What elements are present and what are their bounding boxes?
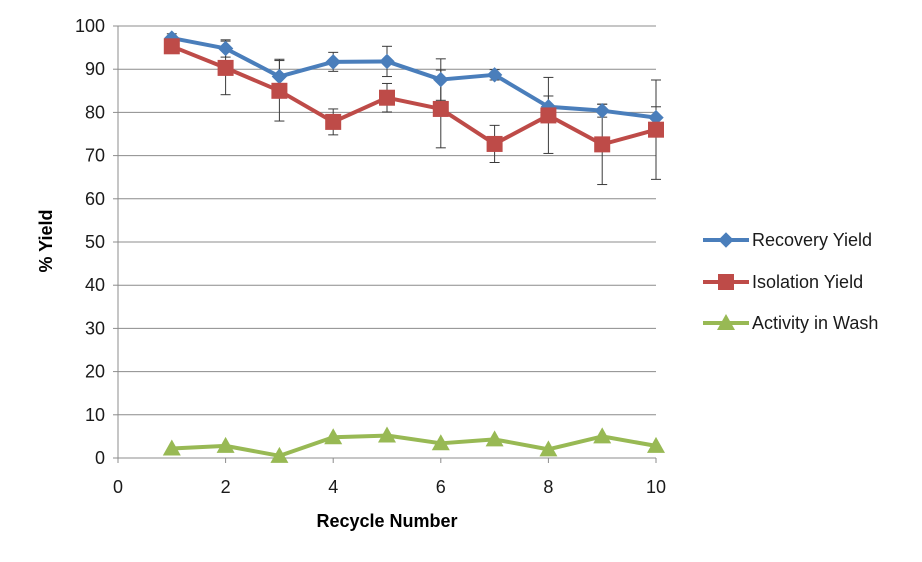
y-tick-label: 40	[85, 275, 105, 295]
legend-label-recovery-yield: Recovery Yield	[752, 230, 872, 250]
x-axis-title: Recycle Number	[316, 511, 457, 531]
y-tick-label: 70	[85, 146, 105, 166]
legend-label-isolation-yield: Isolation Yield	[752, 272, 863, 292]
y-tick-label: 80	[85, 102, 105, 122]
data-point-activity-in-wash	[378, 426, 396, 443]
x-tick-label: 2	[221, 477, 231, 497]
data-point-recovery-yield	[217, 40, 234, 57]
y-axis-title: % Yield	[36, 209, 56, 272]
series-layer	[162, 30, 665, 463]
data-point-recovery-yield	[325, 54, 341, 70]
data-point-activity-in-wash	[647, 436, 665, 453]
legend: Recovery Yield Isolation Yield Activity in…	[703, 230, 878, 333]
x-tick-label: 0	[113, 477, 123, 497]
data-point-isolation-yield	[217, 59, 234, 76]
x-tick-label: 8	[543, 477, 553, 497]
data-point-activity-in-wash	[270, 446, 289, 463]
data-point-activity-in-wash	[485, 430, 504, 447]
data-point-activity-in-wash	[539, 440, 558, 457]
y-tick-label: 20	[85, 362, 105, 382]
data-point-isolation-yield	[648, 121, 664, 138]
legend-label-activity-in-wash: Activity in Wash	[752, 313, 878, 333]
x-tick-label: 4	[328, 477, 338, 497]
data-point-isolation-yield	[540, 107, 557, 124]
series-line-activity-in-wash	[171, 433, 657, 458]
legend-marker-activity-in-wash	[717, 314, 735, 330]
data-point-recovery-yield	[379, 53, 395, 70]
axes	[113, 25, 657, 463]
data-point-isolation-yield	[325, 113, 342, 130]
data-point-activity-in-wash	[216, 436, 235, 453]
data-point-activity-in-wash	[162, 439, 181, 456]
y-tick-label: 10	[85, 405, 105, 425]
legend-marker-isolation-yield	[718, 274, 734, 290]
data-point-recovery-yield	[433, 71, 449, 88]
data-point-isolation-yield	[163, 38, 180, 55]
data-point-activity-in-wash	[431, 434, 450, 451]
data-point-isolation-yield	[486, 135, 503, 152]
data-point-isolation-yield	[271, 82, 288, 99]
data-point-recovery-yield	[594, 102, 610, 119]
y-tick-label: 30	[85, 318, 105, 338]
data-point-activity-in-wash	[593, 427, 612, 444]
y-tick-label: 60	[85, 189, 105, 209]
y-tick-label: 0	[95, 448, 105, 468]
legend-marker-recovery-yield	[718, 232, 734, 248]
data-point-activity-in-wash	[324, 428, 343, 445]
series-line-recovery-yield	[171, 36, 657, 120]
tick-labels: 0 10 20 30 40 50 60 70 80 90 100 0 2 4 6 8 10	[75, 16, 666, 497]
data-point-isolation-yield	[594, 136, 611, 153]
data-point-isolation-yield	[379, 89, 395, 106]
y-tick-label: 90	[85, 59, 105, 79]
x-tick-label: 10	[646, 477, 666, 497]
data-point-recovery-yield	[271, 68, 288, 85]
y-tick-label: 50	[85, 232, 105, 252]
series-line-isolation-yield	[171, 44, 657, 147]
x-tick-label: 6	[436, 477, 446, 497]
data-point-recovery-yield	[486, 67, 503, 83]
data-point-isolation-yield	[432, 100, 449, 117]
y-tick-label: 100	[75, 16, 105, 36]
